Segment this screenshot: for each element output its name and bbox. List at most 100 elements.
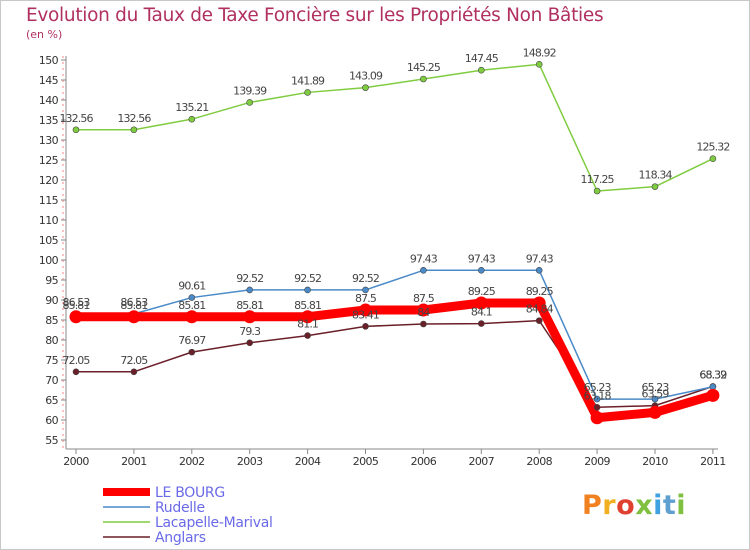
x-tick-label: 2002 bbox=[179, 455, 205, 468]
data-point bbox=[593, 187, 601, 195]
y-tick-label: 75 bbox=[45, 354, 58, 367]
data-point bbox=[304, 286, 311, 294]
data-point bbox=[651, 395, 659, 403]
data-label: 117.25 bbox=[581, 173, 615, 186]
x-tick-label: 2001 bbox=[121, 455, 147, 468]
data-point bbox=[420, 266, 427, 274]
data-label: 89.25 bbox=[468, 285, 496, 298]
data-point bbox=[474, 296, 488, 310]
y-axis-unit: (en %) bbox=[26, 28, 63, 41]
data-label: 84.84 bbox=[526, 303, 554, 316]
y-tick-label: 110 bbox=[39, 214, 59, 227]
y-tick-label: 105 bbox=[39, 234, 59, 247]
data-label: 92.52 bbox=[236, 272, 263, 285]
legend-label: LE BOURG bbox=[155, 485, 225, 501]
x-tick-label: 2004 bbox=[295, 455, 321, 468]
x-tick-label: 2007 bbox=[468, 455, 494, 468]
legend-label: Rudelle bbox=[155, 500, 205, 516]
y-tick-label: 150 bbox=[39, 54, 59, 67]
data-label: 85.81 bbox=[63, 299, 90, 312]
y-tick-label: 55 bbox=[45, 434, 58, 447]
data-point bbox=[362, 84, 369, 91]
y-tick-label: 145 bbox=[39, 74, 59, 87]
data-point bbox=[69, 310, 83, 324]
data-point bbox=[246, 99, 253, 106]
data-label: 92.52 bbox=[294, 272, 321, 285]
data-point bbox=[304, 89, 311, 96]
data-point bbox=[243, 310, 257, 324]
data-label: 84 bbox=[417, 306, 430, 319]
data-label: 68.32 bbox=[699, 369, 726, 382]
series-line-0 bbox=[71, 298, 718, 423]
y-tick-label: 80 bbox=[45, 334, 58, 347]
data-point bbox=[362, 323, 369, 330]
data-label: 76.97 bbox=[178, 334, 206, 347]
y-tick-label: 90 bbox=[45, 294, 58, 307]
y-tick-label: 60 bbox=[45, 414, 58, 427]
data-label: 72.05 bbox=[63, 354, 91, 367]
logo-letter: P bbox=[582, 490, 603, 521]
x-tick-label: 2005 bbox=[353, 455, 379, 468]
logo-letter: i bbox=[676, 490, 687, 521]
y-tick-label: 140 bbox=[39, 94, 59, 107]
y-tick-label: 95 bbox=[45, 274, 58, 287]
data-label: 139.39 bbox=[233, 84, 267, 97]
data-label: 90.61 bbox=[178, 280, 205, 293]
data-point bbox=[651, 183, 659, 190]
series-labels: 132.56 132.56 135.21 139.39 141.89 143.09 145.… bbox=[59, 46, 730, 402]
data-label: 65.23 bbox=[584, 381, 612, 394]
data-point bbox=[246, 339, 253, 347]
data-label: 141.89 bbox=[291, 74, 325, 87]
data-label: 148.92 bbox=[523, 46, 556, 59]
data-label: 85.81 bbox=[294, 299, 321, 312]
data-point bbox=[593, 395, 601, 403]
data-point bbox=[535, 61, 543, 68]
series-line-2 bbox=[75, 63, 714, 192]
data-label: 85.81 bbox=[178, 299, 205, 312]
data-point bbox=[185, 310, 199, 324]
data-label: 135.21 bbox=[175, 101, 208, 114]
data-label: 147.45 bbox=[465, 52, 499, 65]
data-label: 86.53 bbox=[120, 296, 148, 309]
series-line-3 bbox=[75, 319, 714, 409]
legend-label: Lacapelle-Marival bbox=[155, 515, 273, 531]
data-point bbox=[416, 303, 430, 317]
data-point bbox=[593, 403, 601, 411]
legend-label: Anglars bbox=[155, 530, 206, 546]
data-point bbox=[535, 266, 543, 274]
data-label: 132.56 bbox=[59, 112, 93, 125]
data-point bbox=[188, 294, 196, 301]
x-tick-label: 2006 bbox=[411, 455, 437, 468]
data-label: 87.5 bbox=[355, 292, 377, 305]
data-point bbox=[188, 348, 196, 356]
x-tick-label: 2003 bbox=[237, 455, 263, 468]
data-label: 65.23 bbox=[642, 381, 670, 394]
data-point bbox=[359, 303, 372, 317]
data-label: 143.09 bbox=[349, 70, 383, 83]
data-point bbox=[706, 388, 720, 402]
y-tick-label: 70 bbox=[45, 374, 58, 387]
series-points bbox=[69, 61, 720, 425]
data-label: 79.3 bbox=[239, 325, 261, 338]
data-point bbox=[304, 332, 311, 339]
data-label: 92.52 bbox=[352, 272, 379, 285]
x-tick-label: 2008 bbox=[526, 455, 552, 468]
data-label: 85.81 bbox=[120, 299, 147, 312]
data-label: 68.39 bbox=[699, 368, 727, 381]
data-point bbox=[301, 310, 315, 324]
data-label: 89.25 bbox=[526, 285, 554, 298]
data-label: 118.34 bbox=[638, 169, 672, 182]
data-label: 86.53 bbox=[63, 296, 91, 309]
data-point bbox=[130, 368, 138, 376]
logo-letter: x bbox=[635, 490, 654, 521]
logo-letter: i bbox=[653, 490, 663, 521]
logo-letter: o bbox=[616, 490, 636, 521]
x-tick-label: 2009 bbox=[584, 455, 610, 468]
data-label: 145.25 bbox=[407, 61, 441, 74]
data-label: 83.41 bbox=[352, 308, 379, 321]
logo-letter: r bbox=[602, 490, 617, 521]
data-label: 72.05 bbox=[120, 354, 148, 367]
data-point bbox=[188, 115, 196, 123]
data-label: 87.5 bbox=[413, 292, 435, 305]
